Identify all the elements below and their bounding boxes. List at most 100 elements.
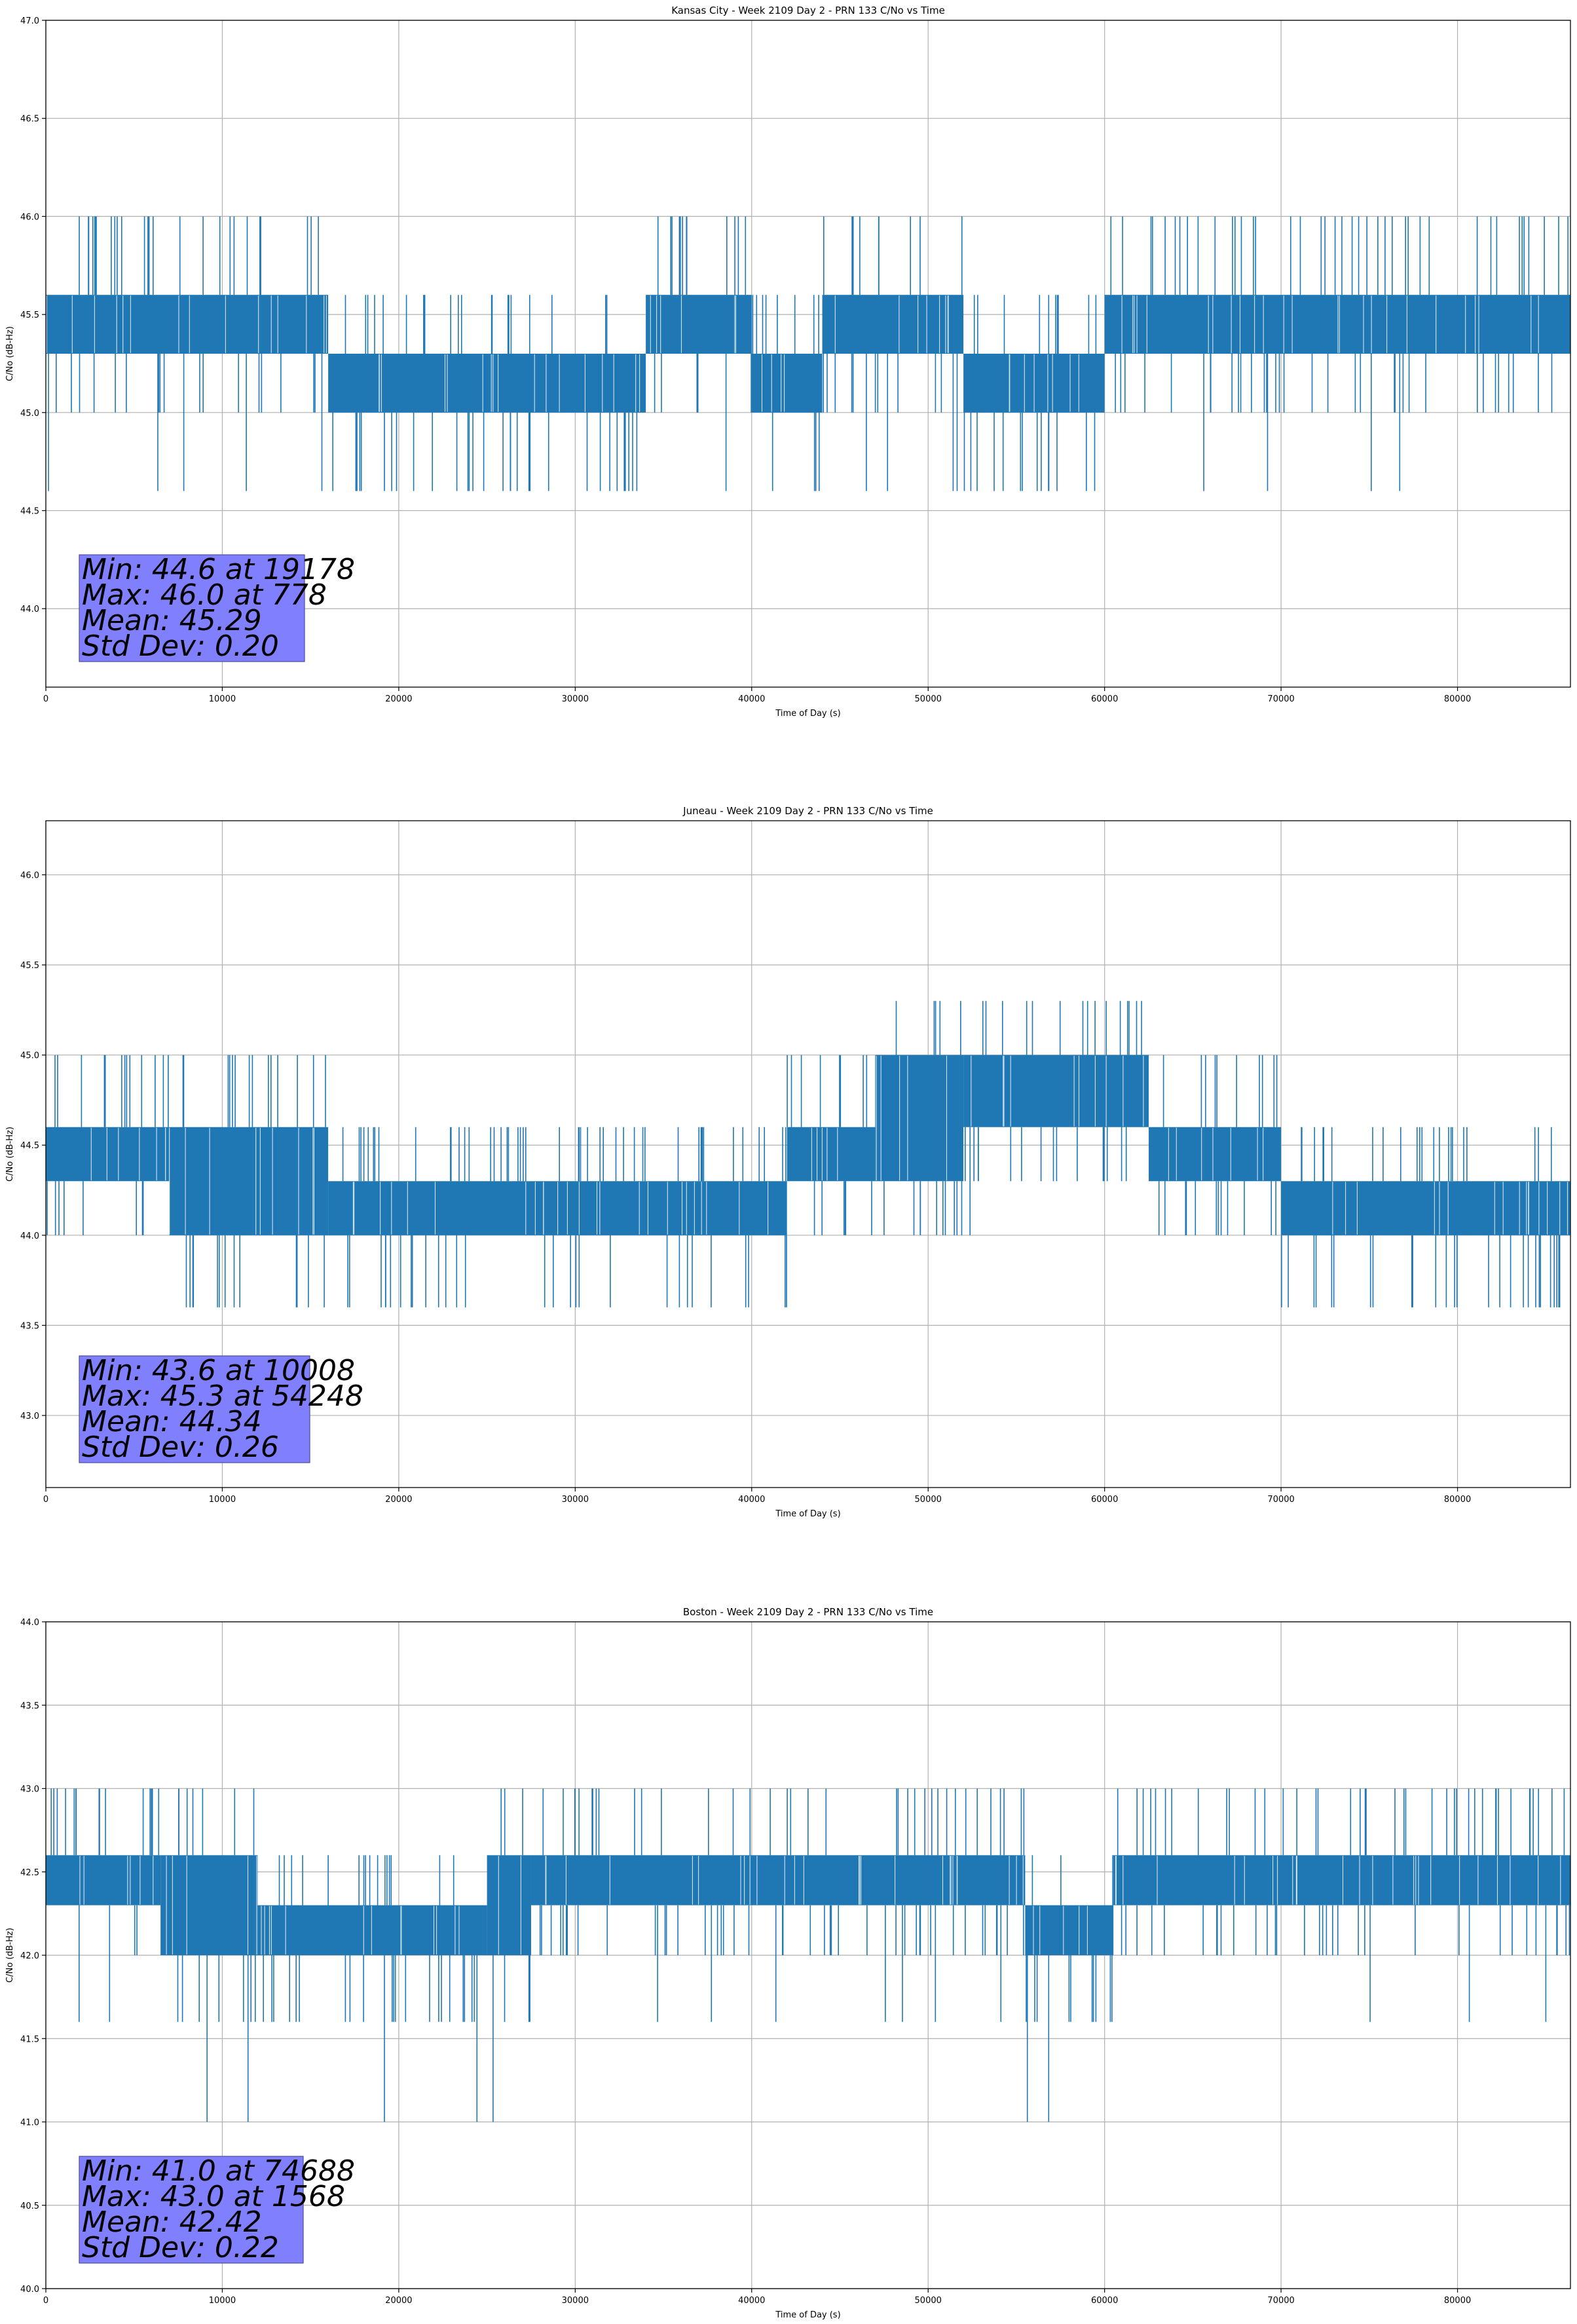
y-axis-label: C/No (dB-Hz) [5,1127,15,1182]
data-band-texture [498,1856,521,1955]
x-tick-label: 80000 [1444,694,1471,704]
x-tick-label: 40000 [738,694,765,704]
y-tick-label: 45.5 [20,310,39,320]
data-excursions [654,216,752,491]
stats-mean: Mean: 45.29 [82,604,262,637]
x-tick-label: 80000 [1444,2296,1471,2306]
y-tick-label: 44.0 [20,1231,39,1241]
data-band [1104,295,1570,354]
y-tick-label: 44.0 [20,1618,39,1628]
y-tick-label: 41.5 [20,2034,39,2044]
stats-max: Max: 45.3 at 54248 [82,1379,363,1413]
stats-mean: Mean: 44.34 [82,1405,262,1438]
data-band-texture [971,1055,1144,1127]
stats-box [79,1355,310,1463]
data-excursions [883,1001,963,1235]
data-band-texture [811,1127,838,1181]
x-tick-label: 60000 [1091,694,1118,704]
axes-frame [45,820,1571,1488]
y-tick-label: 40.5 [20,2202,39,2211]
data-band-texture [1121,295,1539,353]
data-band [169,1127,329,1235]
data-band-texture [1332,1182,1568,1235]
data-band-texture [545,1856,1024,1905]
y-tick-label: 43.5 [20,1701,39,1711]
x-tick-label: 40000 [738,1495,765,1505]
x-tick-label: 60000 [1091,1495,1118,1505]
x-tick-label: 0 [43,2296,48,2306]
data-band [1149,1127,1282,1182]
data-band-texture [79,1856,154,1905]
data-excursions [1117,1788,1570,2022]
data-band-texture [876,1055,948,1181]
data-band [46,1127,170,1182]
x-tick-label: 0 [43,694,48,704]
x-tick-label: 60000 [1091,2296,1118,2306]
x-axis-label: Time of Day (s) [775,709,840,719]
y-tick-label: 42.0 [20,1951,39,1961]
data-band [328,354,646,413]
data-series [46,1788,1570,2122]
data-excursions [1281,1127,1561,1307]
data-band-texture [650,295,737,353]
x-tick-label: 10000 [209,2296,236,2306]
data-excursions [1158,1055,1278,1235]
chart-title: Boston - Week 2109 Day 2 - PRN 133 C/No … [683,1606,933,1618]
x-tick-label: 80000 [1444,1495,1471,1505]
data-band-texture [1168,1127,1264,1181]
data-band [875,1055,964,1182]
x-tick-label: 30000 [562,2296,589,2306]
data-band [787,1127,876,1182]
y-axis-label: C/No (dB-Hz) [5,1928,15,1983]
data-band [646,295,752,354]
x-tick-label: 10000 [209,1495,236,1505]
data-band-texture [379,354,640,412]
chart-panel-1: 0 10000 20000 30000 40000 50000 60000 70000 8000… [5,5,1571,719]
y-tick-label: 43.5 [20,1321,39,1331]
data-band [1113,1855,1570,1905]
data-band-texture [169,1127,315,1235]
axes-frame [45,20,1571,688]
x-tick-label: 50000 [915,2296,942,2306]
data-excursions [823,216,963,491]
stats-mean: Mean: 42.42 [82,2205,262,2239]
stats-min: Min: 43.6 at 10008 [82,1354,355,1387]
data-excursions [965,1001,1142,1235]
y-tick-label: 46.5 [20,115,39,124]
data-excursions [1026,1855,1113,2122]
data-band [160,1855,258,1955]
stats-max: Max: 46.0 at 778 [82,578,327,612]
chart-title: Juneau - Week 2109 Day 2 - PRN 133 C/No … [682,805,933,817]
data-excursions [48,216,323,491]
stats-std-dev: Std Dev: 0.22 [82,2231,279,2264]
stats-min: Min: 41.0 at 74688 [82,2154,355,2188]
x-tick-label: 70000 [1267,1495,1294,1505]
x-axis-label: Time of Day (s) [775,2310,840,2320]
y-tick-label: 47.0 [20,16,39,26]
data-excursions [332,295,638,491]
x-tick-label: 10000 [209,694,236,704]
x-tick-label: 30000 [562,1495,589,1505]
x-tick-label: 0 [43,1495,48,1505]
data-band [46,295,329,354]
data-band [963,1055,1149,1127]
x-tick-label: 20000 [385,694,412,704]
y-tick-label: 41.0 [20,2118,39,2128]
data-excursions [263,1855,478,2122]
data-excursions [1110,216,1568,491]
data-excursions [177,1788,256,2122]
data-band [822,295,964,354]
data-series [46,216,1570,491]
data-band-texture [166,1856,257,1955]
x-tick-label: 50000 [915,694,942,704]
data-band [487,1855,531,1955]
data-excursions [342,1127,787,1307]
data-band-texture [261,1905,460,1955]
data-band-texture [761,354,785,412]
y-tick-label: 45.5 [20,961,39,971]
y-tick-label: 43.0 [20,1785,39,1795]
data-excursions [50,1788,160,2022]
data-band-texture [90,1127,166,1181]
data-excursions [182,1055,326,1307]
y-tick-label: 45.0 [20,1051,39,1061]
